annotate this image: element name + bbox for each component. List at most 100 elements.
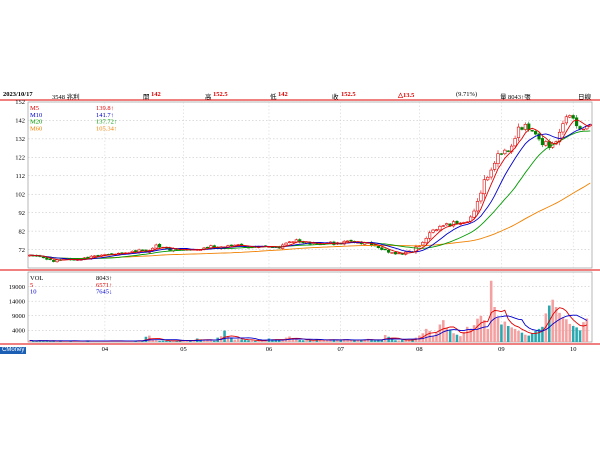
volume-bar [472, 325, 476, 342]
volume-bar [565, 319, 568, 342]
candle-body [496, 153, 500, 164]
month-tick-label: 10 [570, 346, 577, 353]
candle-body [93, 255, 97, 257]
volume-bar [137, 340, 141, 342]
candle-body [475, 201, 480, 212]
volume-bar [551, 299, 554, 342]
price-legend-value: 141.7↑ [96, 112, 114, 119]
volume-bar [401, 339, 404, 342]
candle-body [479, 192, 483, 202]
volume-bar [541, 326, 544, 342]
volume-bar [134, 340, 137, 342]
volume-bar [496, 317, 500, 342]
candle-body [513, 138, 517, 147]
candle-body [284, 242, 288, 246]
volume-bar [161, 340, 165, 342]
volume-bar [520, 332, 524, 342]
volume-tick-label: 4000 [12, 328, 25, 335]
volume-bar [489, 280, 493, 342]
volume-bar [62, 340, 66, 342]
volume-bar [312, 340, 315, 342]
volume-bar [96, 340, 100, 342]
candle-body [516, 126, 521, 138]
candle-body [41, 256, 45, 259]
volume-bar [42, 340, 45, 342]
volume-bar [469, 328, 472, 342]
high-label: 高 [205, 94, 212, 101]
volume-bar [424, 328, 428, 342]
volume-bar [407, 340, 411, 342]
candle-body [523, 124, 527, 130]
volume-tick-label: 19000 [9, 284, 25, 291]
volume-bar [308, 340, 312, 342]
candle-body [486, 176, 490, 181]
volume-bar [250, 340, 254, 342]
candle-body [390, 252, 394, 254]
volume-bar [561, 317, 565, 342]
candle-body [421, 242, 425, 246]
volume-bar [141, 341, 144, 342]
candle-body [298, 239, 302, 243]
volume-bar [72, 340, 76, 342]
candle-body [561, 123, 565, 133]
volume-ma5-line [29, 307, 588, 342]
candle-body [568, 115, 572, 118]
candle-body [492, 162, 497, 170]
volume-bar [35, 341, 38, 342]
volume-bar [390, 339, 394, 342]
volume-bar [55, 340, 59, 342]
candle-body [571, 115, 575, 119]
volume-bar [411, 339, 414, 342]
high-value: 152.5 [213, 91, 228, 98]
volume-bar [455, 334, 459, 342]
candle-body [527, 123, 531, 130]
volume-bar [377, 340, 380, 342]
volume-bar [486, 328, 490, 342]
volume-bar [435, 332, 438, 342]
quote-header: 2023/10/17 3548 兆利 開 142 高 152.5 低 142 收… [0, 90, 600, 101]
candle-body [158, 243, 162, 248]
volume-bar [465, 326, 469, 342]
volume-bar [66, 341, 69, 342]
volume-bar [571, 325, 575, 342]
volume-legend-name: 10 [30, 289, 37, 296]
volume-legend-value: 6571↑ [96, 282, 112, 289]
close-value: 152.5 [341, 91, 356, 98]
volume-bar [31, 340, 35, 342]
volume-bar [558, 312, 561, 342]
volume-bar [353, 339, 356, 342]
candle-body [52, 260, 56, 262]
candle-body [564, 116, 568, 124]
volume-bar [448, 329, 452, 342]
candle-body [575, 117, 579, 127]
volume-bar [192, 340, 196, 342]
volume-bar [404, 339, 407, 342]
volume-bar [100, 340, 103, 342]
candle-body [503, 149, 507, 155]
candle-body [434, 229, 439, 231]
volume-bar [226, 336, 230, 342]
volume-bar [325, 340, 329, 342]
candle-body [544, 141, 548, 146]
candle-body [472, 210, 476, 218]
volume-bar [59, 340, 62, 342]
volume-bar [476, 318, 479, 342]
volume-bar [380, 339, 384, 342]
ma20-line [29, 130, 591, 260]
volume-bar [315, 339, 319, 342]
month-tick-label: 04 [102, 346, 109, 353]
volume-bar [336, 339, 339, 342]
volume-bar [277, 340, 281, 342]
open-value: 142 [151, 91, 161, 98]
volume-bar [530, 333, 534, 342]
price-legend-name: M10 [30, 112, 42, 119]
volume-bar [332, 339, 336, 342]
change-percent: (9.71%) [456, 91, 478, 98]
volume-bar [233, 339, 237, 342]
volume-bar [254, 340, 257, 342]
price-legend-name: M60 [30, 125, 42, 132]
change-value: △13.5 [398, 92, 415, 99]
candle-body [520, 127, 524, 130]
low-label: 低 [270, 94, 277, 101]
